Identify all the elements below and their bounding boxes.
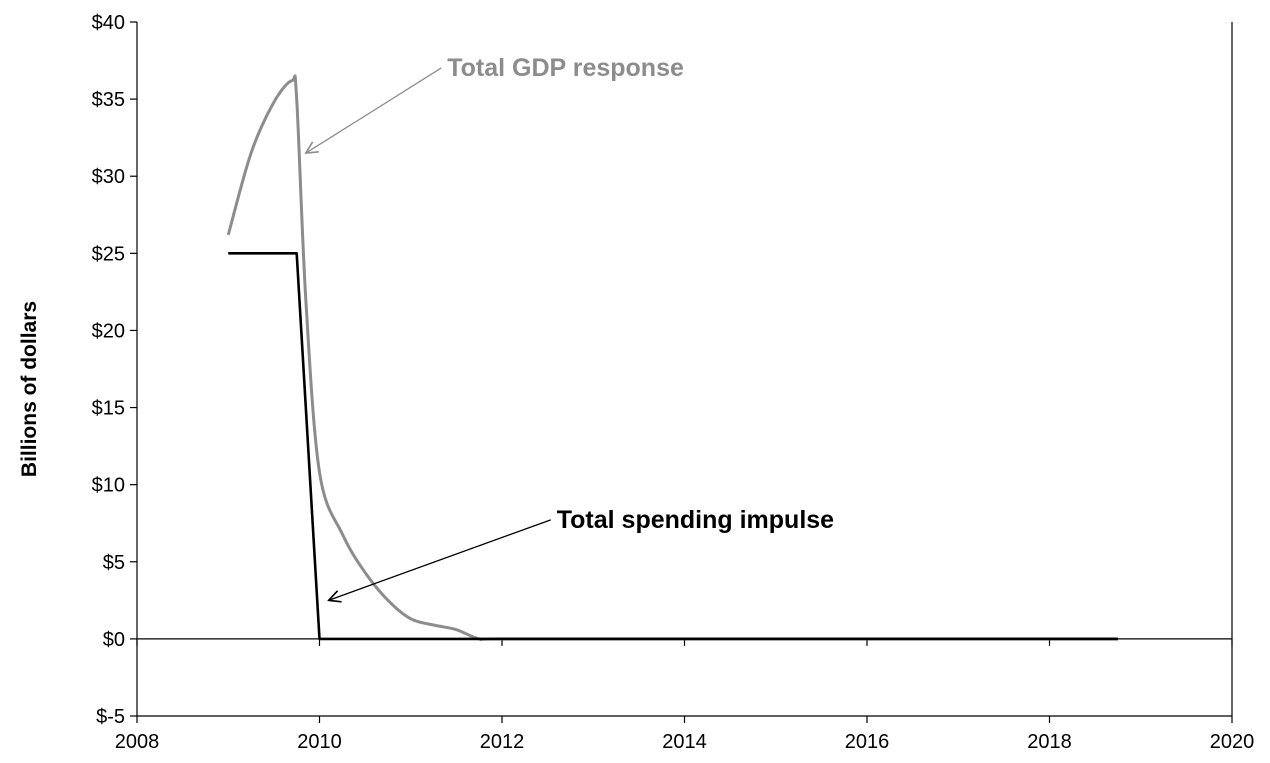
series-line-total-spending-impulse <box>228 252 1118 641</box>
y-tick-label: $-5 <box>96 706 125 728</box>
annotation-total-gdp-response: Total GDP response <box>447 54 684 82</box>
plot-area <box>136 22 1233 717</box>
y-axis-title: Billions of dollars <box>18 301 41 477</box>
annotation-total-spending-impulse: Total spending impulse <box>557 506 834 534</box>
y-tick-label: $20 <box>92 320 125 342</box>
x-tick-label: 2014 <box>662 731 707 753</box>
y-tick-label: $35 <box>92 89 125 111</box>
annotation-arrow <box>329 519 551 600</box>
y-axis-ticks: $-5 $0 $5 $10 $15 $20 $25 $30 $35 $40 <box>92 12 137 728</box>
series-layer <box>226 74 1118 642</box>
series-line-total-gdp-response <box>226 74 1118 642</box>
y-tick-label: $40 <box>92 12 125 34</box>
y-tick-label: $30 <box>92 166 125 188</box>
x-tick-label: 2010 <box>297 731 342 753</box>
annotation-arrow <box>306 67 442 153</box>
y-tick-label: $0 <box>103 629 125 651</box>
y-tick-label: $15 <box>92 398 125 420</box>
x-tick-label: 2018 <box>1027 731 1072 753</box>
y-tick-label: $25 <box>92 243 125 265</box>
annotation-layer: Total GDP response Total spending impulse <box>306 54 834 600</box>
x-tick-label: 2008 <box>115 731 160 753</box>
x-tick-label: 2016 <box>845 731 890 753</box>
x-tick-label: 2020 <box>1210 731 1255 753</box>
x-axis-ticks: 2008 2010 2012 2014 2016 2018 2020 <box>115 638 1255 753</box>
y-tick-label: $10 <box>92 475 125 497</box>
x-tick-label: 2012 <box>480 731 525 753</box>
y-tick-label: $5 <box>103 552 125 574</box>
